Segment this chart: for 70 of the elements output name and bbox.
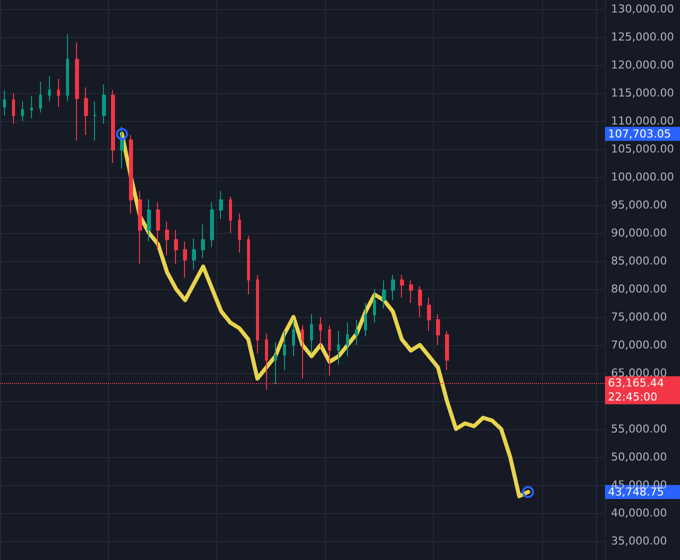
candlestick <box>21 100 24 122</box>
candlestick <box>30 95 33 119</box>
candlestick <box>3 90 6 116</box>
candlestick <box>382 280 386 310</box>
y-tick-label: 40,000.00 <box>611 506 667 520</box>
candlestick <box>283 330 286 371</box>
y-tick-label: 115,000.00 <box>611 86 674 100</box>
candlestick <box>48 76 51 102</box>
candlestick <box>39 81 42 114</box>
candlestick <box>138 190 142 264</box>
candlestick <box>174 230 178 264</box>
candlestick <box>147 198 151 242</box>
candlestick <box>364 302 367 338</box>
candlestick <box>57 78 60 108</box>
y-tick-label: 90,000.00 <box>611 226 667 240</box>
candlestick <box>373 288 376 324</box>
candlestick <box>238 212 241 254</box>
candlestick <box>111 90 115 164</box>
y-tick-label: 50,000.00 <box>611 450 667 464</box>
candlestick <box>156 202 160 250</box>
candlestick <box>337 330 340 366</box>
y-tick-label: 70,000.00 <box>611 338 667 352</box>
candlestick <box>219 190 223 220</box>
candlestick <box>247 235 250 296</box>
y-tick-label: 105,000.00 <box>611 142 674 156</box>
y-tick-label: 100,000.00 <box>611 170 674 184</box>
candlestick <box>192 238 196 270</box>
candlestick <box>93 100 97 142</box>
y-tick-label: 75,000.00 <box>611 310 667 324</box>
ref-line-label: 63,165.44 <box>608 376 664 390</box>
y-tick-label: 110,000.00 <box>611 114 674 128</box>
candlestick <box>346 322 349 357</box>
candlestick <box>400 274 404 298</box>
candlestick <box>201 224 205 259</box>
candlestick <box>436 314 440 346</box>
candlestick <box>183 240 187 278</box>
candlestick <box>102 84 106 124</box>
candlestick <box>292 319 295 357</box>
candlestick <box>165 221 169 256</box>
y-tick-label: 85,000.00 <box>611 254 667 268</box>
candlestick <box>210 202 214 248</box>
candlestick <box>301 324 304 380</box>
candlestick <box>12 92 15 124</box>
candlestick <box>319 316 322 348</box>
text: 107,703.05 <box>608 127 671 140</box>
candlestick <box>120 126 124 170</box>
candlestick <box>229 196 232 234</box>
candlestick <box>409 280 413 304</box>
y-tick-label: 120,000.00 <box>611 58 674 72</box>
candlestick <box>418 286 422 318</box>
text: 22:45:00 <box>608 390 658 404</box>
candlestick <box>66 34 69 102</box>
y-tick-label: 125,000.00 <box>611 30 674 44</box>
candlestick <box>129 134 133 214</box>
y-tick-label: 35,000.00 <box>611 534 667 548</box>
y-tick-label: 80,000.00 <box>611 282 667 296</box>
y-tick-label: 95,000.00 <box>611 198 667 212</box>
candlestick <box>84 86 88 136</box>
y-tick-label: 55,000.00 <box>611 422 667 436</box>
candlestick <box>445 330 449 371</box>
candlestick <box>274 342 277 385</box>
y-tick-label: 65,000.00 <box>611 366 667 380</box>
candlestick <box>427 296 431 332</box>
candlestick <box>355 319 358 346</box>
candlestick <box>310 314 313 354</box>
candlestick <box>75 42 79 142</box>
candlestick <box>256 274 259 354</box>
candlestick <box>328 324 331 376</box>
candlestick <box>391 274 395 301</box>
y-tick-label: 130,000.00 <box>611 2 674 16</box>
